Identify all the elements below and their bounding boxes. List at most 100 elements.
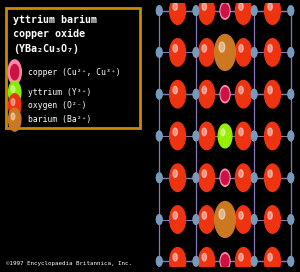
Circle shape	[173, 253, 177, 261]
Circle shape	[265, 206, 281, 233]
Circle shape	[251, 256, 257, 266]
Circle shape	[288, 48, 294, 57]
Circle shape	[193, 131, 199, 141]
Circle shape	[193, 6, 199, 16]
Circle shape	[288, 131, 294, 141]
Text: yttrium barium: yttrium barium	[13, 15, 97, 25]
Circle shape	[236, 122, 251, 150]
Circle shape	[202, 170, 206, 177]
Circle shape	[8, 81, 21, 104]
Circle shape	[251, 89, 257, 99]
Circle shape	[169, 39, 186, 66]
Circle shape	[193, 173, 199, 183]
Text: copper (Cu²⁺, Cu³⁺): copper (Cu²⁺, Cu³⁺)	[28, 67, 121, 77]
Circle shape	[173, 128, 177, 136]
Circle shape	[251, 256, 257, 266]
Circle shape	[169, 248, 186, 272]
Circle shape	[169, 122, 186, 150]
Circle shape	[157, 215, 162, 224]
Circle shape	[251, 215, 257, 224]
Circle shape	[221, 4, 229, 17]
Circle shape	[199, 164, 214, 191]
Circle shape	[221, 129, 225, 136]
Circle shape	[288, 173, 294, 183]
Circle shape	[157, 48, 162, 57]
Circle shape	[11, 99, 15, 106]
Circle shape	[265, 0, 281, 24]
Circle shape	[221, 255, 229, 268]
Circle shape	[268, 86, 272, 94]
Circle shape	[157, 256, 162, 266]
Circle shape	[236, 81, 251, 108]
Circle shape	[157, 215, 162, 224]
Circle shape	[239, 170, 243, 177]
Circle shape	[173, 86, 177, 94]
Circle shape	[251, 131, 257, 141]
Circle shape	[11, 86, 15, 93]
Text: yttrium (Y³⁺): yttrium (Y³⁺)	[28, 88, 91, 97]
Circle shape	[268, 212, 272, 219]
Circle shape	[8, 108, 21, 131]
Circle shape	[288, 89, 294, 99]
Circle shape	[8, 60, 21, 84]
Circle shape	[193, 215, 199, 224]
Circle shape	[157, 89, 162, 99]
Circle shape	[220, 2, 230, 19]
Circle shape	[199, 81, 214, 108]
Circle shape	[251, 48, 257, 57]
Circle shape	[265, 122, 281, 150]
Circle shape	[265, 81, 281, 108]
Text: oxygen (O²⁻): oxygen (O²⁻)	[28, 101, 86, 110]
Circle shape	[199, 0, 214, 24]
Circle shape	[214, 35, 236, 70]
Circle shape	[288, 173, 294, 183]
Circle shape	[199, 248, 214, 272]
Circle shape	[11, 113, 15, 120]
Circle shape	[268, 253, 272, 261]
Circle shape	[268, 44, 272, 52]
Circle shape	[219, 209, 225, 219]
Circle shape	[173, 170, 177, 177]
Circle shape	[236, 248, 251, 272]
Circle shape	[157, 131, 162, 141]
Circle shape	[157, 6, 162, 16]
Circle shape	[236, 39, 251, 66]
Circle shape	[288, 256, 294, 266]
Circle shape	[288, 215, 294, 224]
Circle shape	[202, 128, 206, 136]
Circle shape	[173, 3, 177, 10]
Circle shape	[193, 48, 199, 57]
Circle shape	[239, 212, 243, 219]
Circle shape	[202, 212, 206, 219]
Circle shape	[193, 6, 199, 16]
Circle shape	[288, 256, 294, 266]
Circle shape	[236, 206, 251, 233]
Text: (YBa₂Cu₃O₇): (YBa₂Cu₃O₇)	[13, 44, 79, 54]
Circle shape	[288, 215, 294, 224]
Circle shape	[219, 42, 225, 52]
Circle shape	[202, 86, 206, 94]
Circle shape	[202, 3, 206, 10]
Circle shape	[214, 202, 236, 237]
Circle shape	[157, 173, 162, 183]
Circle shape	[193, 215, 199, 224]
Circle shape	[265, 39, 281, 66]
Circle shape	[221, 171, 229, 184]
Circle shape	[202, 44, 206, 52]
Circle shape	[268, 3, 272, 10]
Circle shape	[169, 164, 186, 191]
Circle shape	[288, 6, 294, 16]
Circle shape	[193, 131, 199, 141]
Text: copper oxide: copper oxide	[13, 29, 85, 39]
Circle shape	[288, 6, 294, 16]
Circle shape	[173, 212, 177, 219]
Circle shape	[236, 164, 251, 191]
Text: barium (Ba²⁺): barium (Ba²⁺)	[28, 115, 91, 124]
Circle shape	[265, 248, 281, 272]
Circle shape	[239, 86, 243, 94]
Circle shape	[169, 0, 186, 24]
Circle shape	[169, 81, 186, 108]
Circle shape	[251, 131, 257, 141]
Circle shape	[251, 89, 257, 99]
Circle shape	[251, 6, 257, 16]
